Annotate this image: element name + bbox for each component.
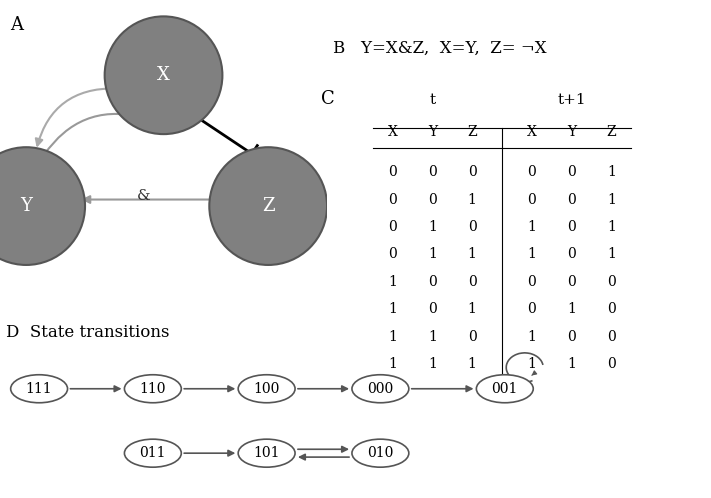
Text: 0: 0 bbox=[468, 165, 476, 179]
Text: 1: 1 bbox=[468, 302, 476, 316]
Text: 000: 000 bbox=[368, 382, 393, 396]
Text: 1: 1 bbox=[528, 220, 536, 234]
Circle shape bbox=[0, 147, 85, 265]
Text: 0: 0 bbox=[528, 302, 536, 316]
Text: 0: 0 bbox=[567, 330, 576, 344]
Text: Z: Z bbox=[467, 125, 477, 139]
Text: 0: 0 bbox=[388, 220, 397, 234]
Text: 0: 0 bbox=[388, 165, 397, 179]
Text: 1: 1 bbox=[468, 193, 476, 207]
Ellipse shape bbox=[124, 375, 181, 403]
Text: 0: 0 bbox=[428, 193, 437, 207]
Text: 0: 0 bbox=[528, 193, 536, 207]
Text: 0: 0 bbox=[388, 248, 397, 261]
Ellipse shape bbox=[124, 439, 181, 467]
Text: B   Y=X&Z,  X=Y,  Z= ¬X: B Y=X&Z, X=Y, Z= ¬X bbox=[333, 40, 546, 57]
Text: X: X bbox=[157, 66, 170, 84]
Text: 0: 0 bbox=[607, 275, 616, 289]
Circle shape bbox=[105, 16, 223, 134]
Text: D  State transitions: D State transitions bbox=[6, 324, 169, 341]
Ellipse shape bbox=[238, 375, 295, 403]
Text: 0: 0 bbox=[607, 330, 616, 344]
Text: A: A bbox=[10, 16, 23, 34]
Text: X: X bbox=[387, 125, 397, 139]
Text: 0: 0 bbox=[567, 165, 576, 179]
Text: 0: 0 bbox=[428, 275, 437, 289]
Text: 1: 1 bbox=[567, 302, 576, 316]
Text: Y: Y bbox=[20, 197, 32, 215]
Text: 0: 0 bbox=[468, 220, 476, 234]
Text: 1: 1 bbox=[468, 248, 476, 261]
Text: t+1: t+1 bbox=[557, 93, 586, 107]
Text: 001: 001 bbox=[491, 382, 518, 396]
Text: 0: 0 bbox=[468, 330, 476, 344]
Text: 1: 1 bbox=[528, 357, 536, 371]
Text: 100: 100 bbox=[253, 382, 280, 396]
Ellipse shape bbox=[11, 375, 68, 403]
Text: 0: 0 bbox=[528, 275, 536, 289]
Text: 1: 1 bbox=[468, 357, 476, 371]
Text: 0: 0 bbox=[528, 165, 536, 179]
Text: &: & bbox=[137, 189, 151, 203]
Text: 1: 1 bbox=[388, 302, 397, 316]
Ellipse shape bbox=[238, 439, 295, 467]
Text: C: C bbox=[321, 90, 335, 108]
Text: 1: 1 bbox=[528, 330, 536, 344]
Text: 101: 101 bbox=[253, 446, 280, 460]
Text: 0: 0 bbox=[468, 275, 476, 289]
Text: Z: Z bbox=[262, 197, 274, 215]
Text: 1: 1 bbox=[607, 165, 616, 179]
Text: 1: 1 bbox=[567, 357, 576, 371]
Text: 0: 0 bbox=[567, 193, 576, 207]
Text: t: t bbox=[429, 93, 435, 107]
Text: 1: 1 bbox=[428, 330, 437, 344]
Text: 1: 1 bbox=[388, 330, 397, 344]
Ellipse shape bbox=[352, 439, 409, 467]
Text: 0: 0 bbox=[428, 165, 437, 179]
Text: Y: Y bbox=[428, 125, 437, 139]
Text: 011: 011 bbox=[139, 446, 166, 460]
Text: 1: 1 bbox=[428, 248, 437, 261]
Text: Z: Z bbox=[606, 125, 616, 139]
Ellipse shape bbox=[476, 375, 533, 403]
Text: 1: 1 bbox=[428, 357, 437, 371]
Text: 1: 1 bbox=[607, 220, 616, 234]
Text: 111: 111 bbox=[26, 382, 53, 396]
Text: 0: 0 bbox=[428, 302, 437, 316]
Text: 1: 1 bbox=[388, 275, 397, 289]
Text: 1: 1 bbox=[528, 248, 536, 261]
Text: 0: 0 bbox=[607, 302, 616, 316]
Circle shape bbox=[209, 147, 327, 265]
Text: Y: Y bbox=[567, 125, 576, 139]
Text: 1: 1 bbox=[607, 193, 616, 207]
Text: 1: 1 bbox=[388, 357, 397, 371]
Text: 010: 010 bbox=[367, 446, 394, 460]
Text: 0: 0 bbox=[607, 357, 616, 371]
Text: 1: 1 bbox=[607, 248, 616, 261]
Text: 0: 0 bbox=[388, 193, 397, 207]
Text: 1: 1 bbox=[428, 220, 437, 234]
Text: 0: 0 bbox=[567, 220, 576, 234]
Text: X: X bbox=[527, 125, 537, 139]
Text: 110: 110 bbox=[139, 382, 166, 396]
Ellipse shape bbox=[352, 375, 409, 403]
Text: 0: 0 bbox=[567, 248, 576, 261]
Text: 0: 0 bbox=[567, 275, 576, 289]
